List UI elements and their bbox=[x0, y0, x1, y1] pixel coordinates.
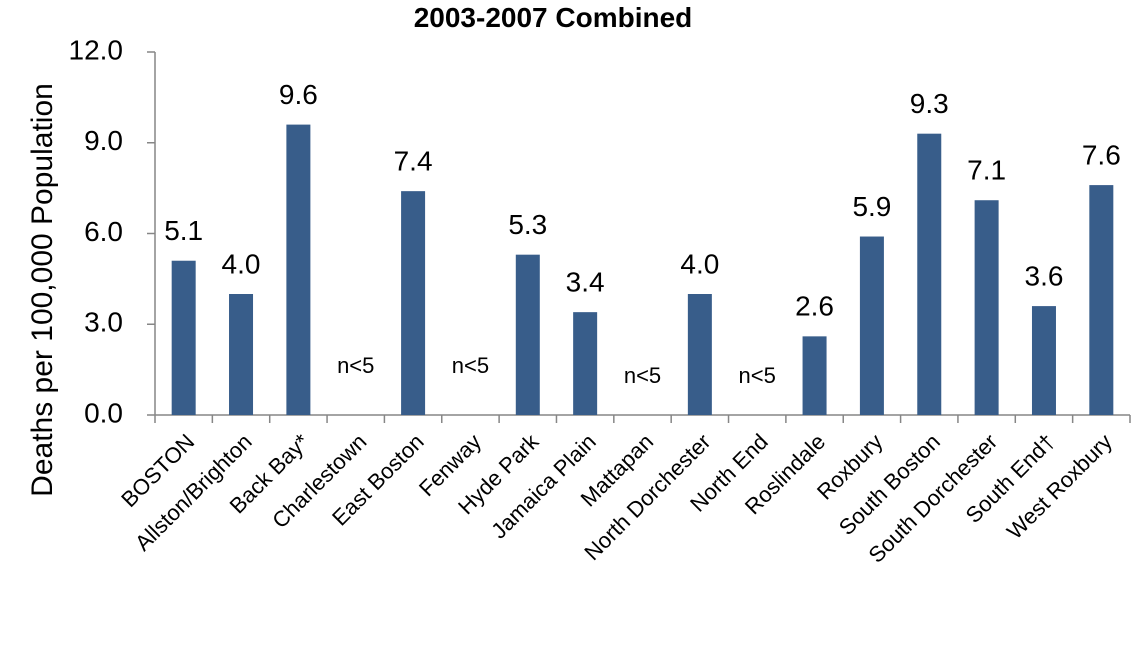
y-tick-label: 6.0 bbox=[84, 216, 123, 247]
bar bbox=[802, 336, 827, 415]
value-label: 9.6 bbox=[279, 79, 318, 110]
value-label: 5.1 bbox=[164, 215, 203, 246]
value-label: 5.3 bbox=[508, 209, 547, 240]
bar bbox=[401, 191, 426, 415]
bar bbox=[515, 254, 540, 415]
bar bbox=[229, 294, 254, 415]
bar bbox=[859, 236, 884, 415]
value-label: 7.6 bbox=[1082, 139, 1121, 170]
value-label: 7.1 bbox=[967, 155, 1006, 186]
value-label: 7.4 bbox=[394, 146, 433, 177]
bar bbox=[1031, 306, 1056, 415]
y-tick-label: 9.0 bbox=[84, 125, 123, 156]
value-label: n<5 bbox=[452, 353, 489, 378]
bar bbox=[917, 133, 942, 416]
value-label: 3.6 bbox=[1025, 260, 1064, 291]
value-label: 4.0 bbox=[680, 248, 719, 279]
y-tick-label: 12.0 bbox=[69, 34, 124, 65]
value-label: 9.3 bbox=[910, 88, 949, 119]
value-label: n<5 bbox=[739, 363, 776, 388]
value-label: 4.0 bbox=[222, 248, 261, 279]
value-label: 2.6 bbox=[795, 291, 834, 322]
value-label: 5.9 bbox=[852, 191, 891, 222]
bar bbox=[573, 312, 598, 415]
y-tick-label: 0.0 bbox=[84, 397, 123, 428]
chart-title: 2003-2007 Combined bbox=[414, 2, 693, 33]
value-label: n<5 bbox=[337, 353, 374, 378]
value-label: n<5 bbox=[624, 363, 661, 388]
y-axis-label: Deaths per 100,000 Population bbox=[26, 83, 59, 497]
bar bbox=[687, 294, 712, 415]
bar bbox=[1089, 185, 1114, 415]
bar bbox=[974, 200, 999, 415]
bar bbox=[171, 260, 196, 415]
value-label: 3.4 bbox=[566, 267, 605, 298]
y-tick-label: 3.0 bbox=[84, 307, 123, 338]
bar bbox=[286, 124, 311, 415]
